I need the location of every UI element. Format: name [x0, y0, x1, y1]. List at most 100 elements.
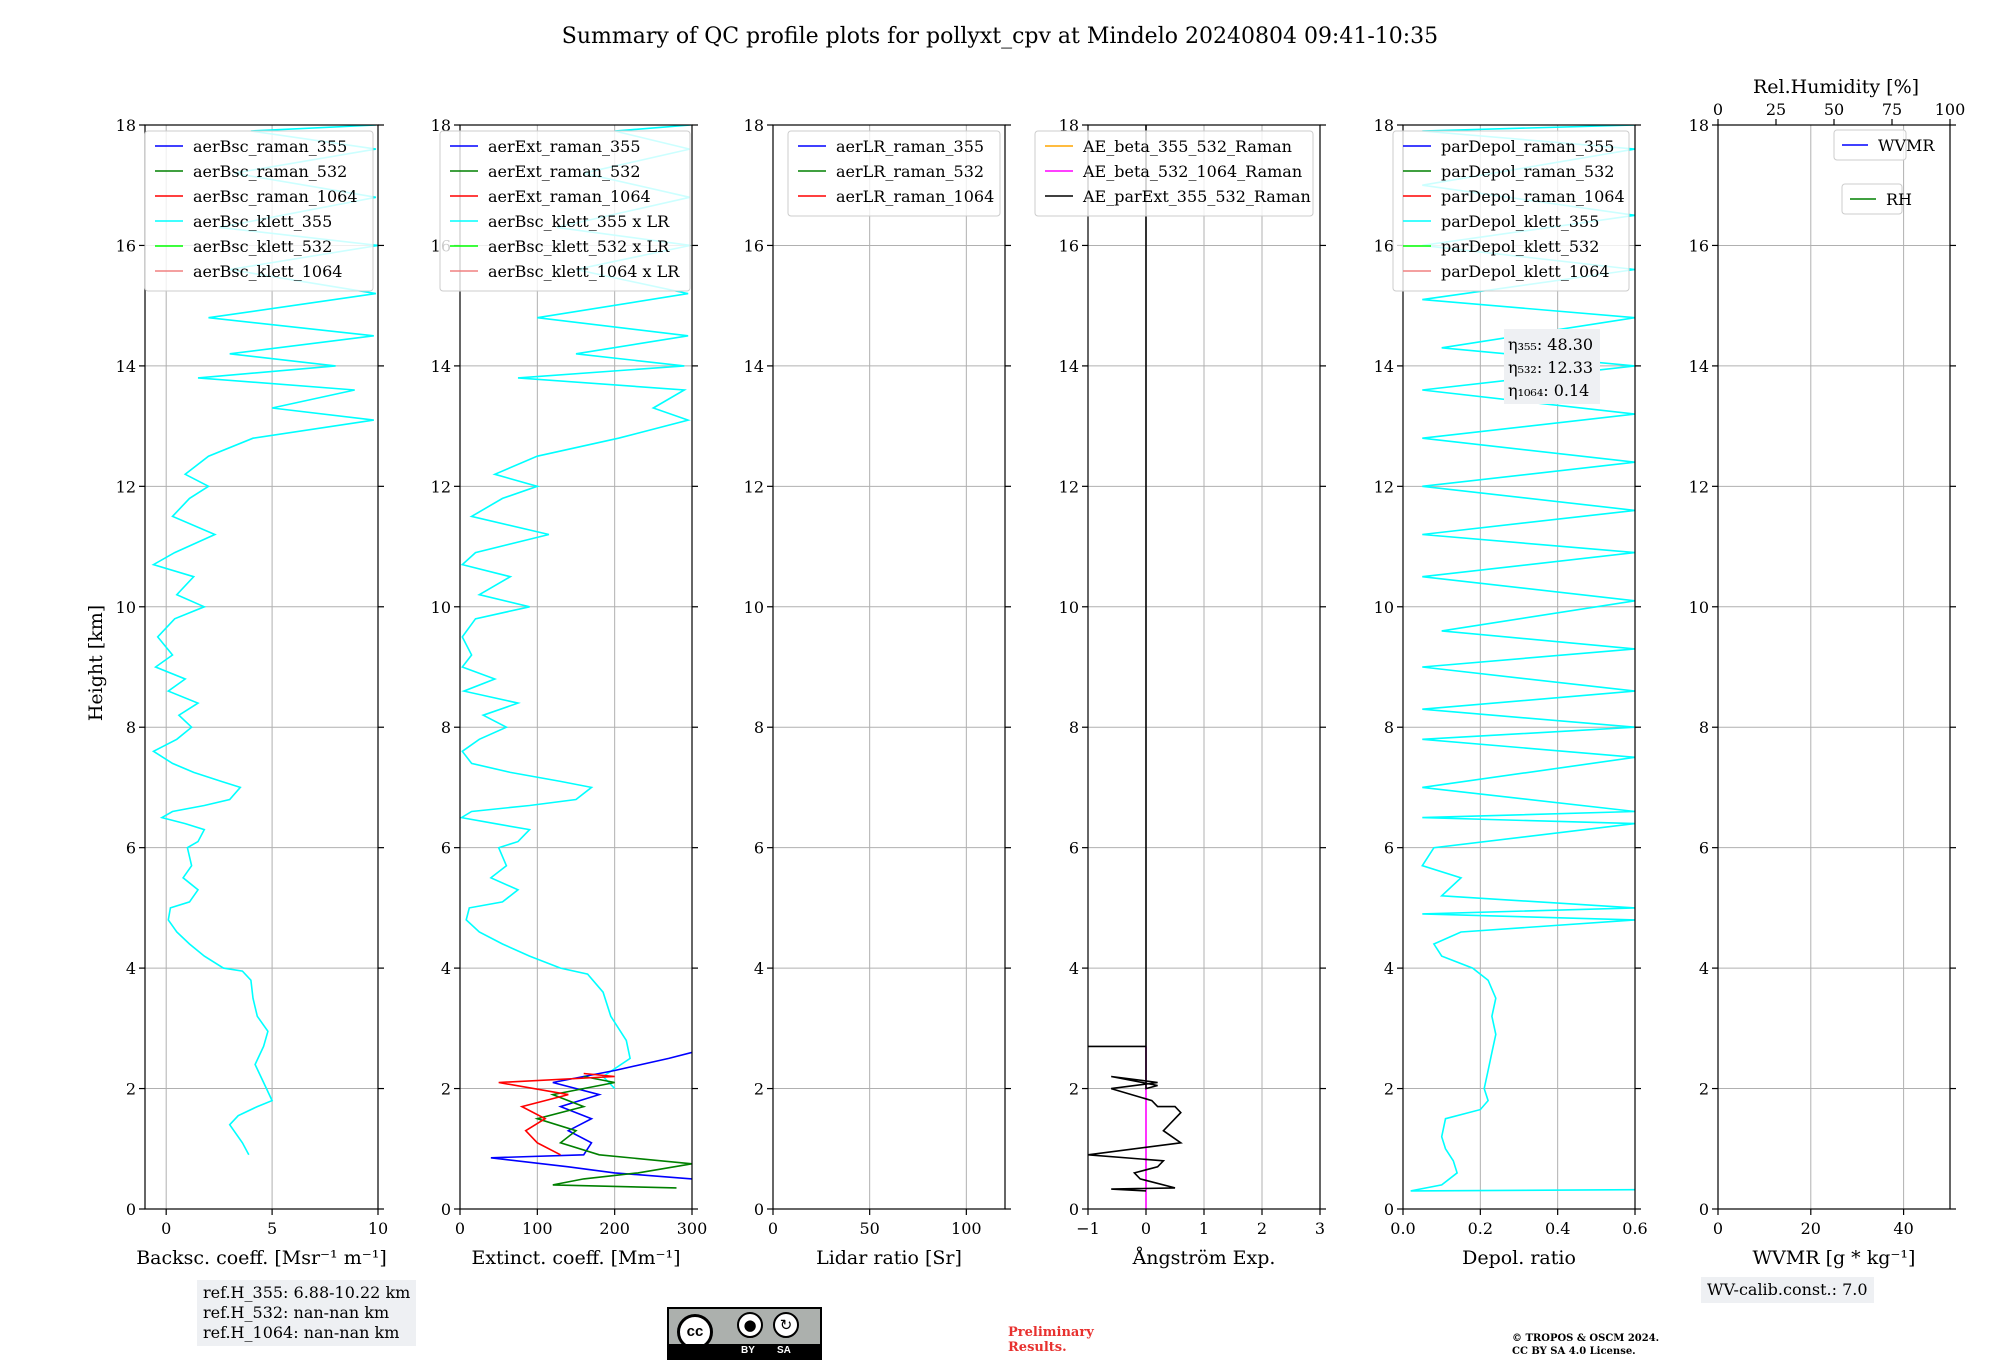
top-x-tick-label: 100: [1935, 100, 1966, 119]
attribution-person-icon: ●: [737, 1312, 763, 1338]
x-tick-label: 40: [1893, 1219, 1913, 1238]
y-tick-label: 8: [1384, 718, 1394, 737]
reference-heights-box: ref.H_355: 6.88-10.22 km ref.H_532: nan-…: [197, 1280, 417, 1346]
sa-label: SA: [777, 1345, 791, 1356]
series-AE_parExt_355_532_Raman: [1088, 125, 1183, 1192]
legend-label: parDepol_raman_355: [1441, 137, 1614, 156]
legend-label: aerBsc_klett_355 x LR: [488, 212, 670, 231]
y-tick-label: 4: [441, 959, 451, 978]
by-label: BY: [741, 1345, 755, 1356]
x-tick-label: 100: [522, 1219, 553, 1238]
copyright-note: © TROPOS & OSCM 2024. CC BY SA 4.0 Licen…: [1512, 1332, 1659, 1358]
top-x-tick-label: 25: [1766, 100, 1786, 119]
legend-box: [787, 130, 1001, 217]
x-tick-label: 0: [161, 1219, 171, 1238]
x-tick-label: 300: [677, 1219, 708, 1238]
y-tick-label: 10: [1059, 598, 1079, 617]
x-tick-label: 0.2: [1468, 1219, 1493, 1238]
y-tick-label: 18: [1374, 116, 1394, 135]
y-tick-label: 2: [441, 1080, 451, 1099]
y-tick-label: 12: [1374, 477, 1394, 496]
y-tick-label: 0: [1384, 1200, 1394, 1219]
preliminary-line-1: Preliminary: [1008, 1325, 1094, 1340]
copyright-line-2: CC BY SA 4.0 License.: [1512, 1346, 1636, 1357]
legend-box: [1034, 130, 1314, 217]
y-tick-label: 16: [744, 236, 764, 255]
x-axis-label: Ångström Exp.: [1132, 1247, 1276, 1269]
ref-height-1064: ref.H_1064: nan-nan km: [203, 1323, 400, 1342]
x-tick-label: 20: [1801, 1219, 1821, 1238]
y-tick-label: 16: [1059, 236, 1079, 255]
cc-license-badge: cc ● ↻ BY SA: [667, 1307, 822, 1360]
x-tick-label: 0.6: [1622, 1219, 1647, 1238]
y-tick-label: 18: [744, 116, 764, 135]
x-tick-label: 10: [368, 1219, 388, 1238]
legend-box: [439, 130, 691, 292]
legend-label: aerBsc_raman_355: [193, 137, 347, 156]
y-tick-label: 16: [1374, 236, 1394, 255]
y-tick-label: 14: [1374, 357, 1394, 376]
x-axis-label: Backsc. coeff. [Msr⁻¹ m⁻¹]: [136, 1247, 387, 1269]
legend-label: aerBsc_klett_355: [193, 212, 332, 231]
x-axis-label: Lidar ratio [Sr]: [816, 1247, 962, 1269]
eta-box: [1504, 329, 1600, 404]
y-axis-label: Height [km]: [85, 605, 107, 721]
y-tick-label: 2: [1384, 1080, 1394, 1099]
y-tick-label: 16: [1689, 236, 1709, 255]
y-tick-label: 2: [1699, 1080, 1709, 1099]
panel-ext: 0246810121416180100200300Extinct. coeff.…: [431, 116, 708, 1269]
axes-frame: [459, 124, 693, 1210]
y-tick-label: 4: [1699, 959, 1709, 978]
axes-frame: [144, 124, 379, 1210]
x-tick-label: −1: [1076, 1219, 1100, 1238]
x-tick-label: 0: [1713, 1219, 1723, 1238]
y-tick-label: 4: [754, 959, 764, 978]
panel-depol: 0 2 4 6 8 10 12 14 16 18 0.0 0.2 0.4 0.6 Depol. ratio p…: [1374, 116, 1648, 1269]
legend-box: [1833, 129, 1907, 161]
legend-label: parDepol_raman_532: [1441, 162, 1614, 181]
legend-label: parDepol_klett_532: [1441, 237, 1599, 256]
y-tick-label: 4: [126, 959, 136, 978]
x-tick-label: 50: [859, 1219, 879, 1238]
x-axis-label: Extinct. coeff. [Mm⁻¹]: [471, 1247, 680, 1269]
top-x-axis-label: Rel.Humidity [%]: [1753, 76, 1919, 98]
axes-frame: [1402, 124, 1636, 1210]
panel-bsc: 0 2 4 6 8 10 12 14 16 18 0 5 10 Backsc. coeff. [Msr⁻¹…: [116, 116, 389, 1269]
x-tick-label: 100: [951, 1219, 982, 1238]
y-tick-label: 6: [1384, 839, 1394, 858]
y-tick-label: 0: [1069, 1200, 1079, 1219]
ref-height-532: ref.H_532: nan-nan km: [203, 1303, 390, 1322]
legend-label: WVMR: [1878, 136, 1935, 155]
legend-label: aerBsc_raman_532: [193, 162, 347, 181]
x-tick-label: 1: [1199, 1219, 1209, 1238]
series-aerBsc_klett_355 x LR: [460, 125, 691, 1090]
y-tick-label: 6: [754, 839, 764, 858]
chart-title: Summary of QC profile plots for pollyxt_…: [562, 24, 1438, 49]
y-tick-label: 6: [441, 839, 451, 858]
y-tick-label: 0: [126, 1200, 136, 1219]
legend-label: aerExt_raman_1064: [488, 187, 651, 206]
y-tick-label: 18: [431, 116, 451, 135]
legend-box: [144, 130, 374, 292]
x-tick-label: 0.0: [1390, 1219, 1415, 1238]
x-tick-label: 0: [455, 1219, 465, 1238]
legend-label: aerBsc_klett_532 x LR: [488, 237, 670, 256]
legend-label: aerLR_raman_532: [836, 162, 984, 181]
y-tick-label: 12: [431, 477, 451, 496]
legend-label: AE_beta_532_1064_Raman: [1082, 162, 1302, 181]
legend-label: aerBsc_klett_532: [193, 237, 332, 256]
legend-label: aerExt_raman_532: [488, 162, 641, 181]
x-axis-label: WVMR [g * kg⁻¹]: [1753, 1247, 1916, 1269]
x-tick-label: 5: [267, 1219, 277, 1238]
eta-label: η₅₃₂: 12.33: [1508, 358, 1593, 377]
y-tick-label: 4: [1384, 959, 1394, 978]
y-tick-label: 6: [126, 839, 136, 858]
legend-label: AE_beta_355_532_Raman: [1082, 137, 1292, 156]
axes-frame: [1717, 124, 1951, 1210]
legend-box: [1392, 130, 1630, 292]
eta-label: η₃₅₅: 48.30: [1508, 335, 1593, 354]
series-aerExt_raman_1064: [498, 1072, 615, 1156]
y-tick-label: 6: [1699, 839, 1709, 858]
